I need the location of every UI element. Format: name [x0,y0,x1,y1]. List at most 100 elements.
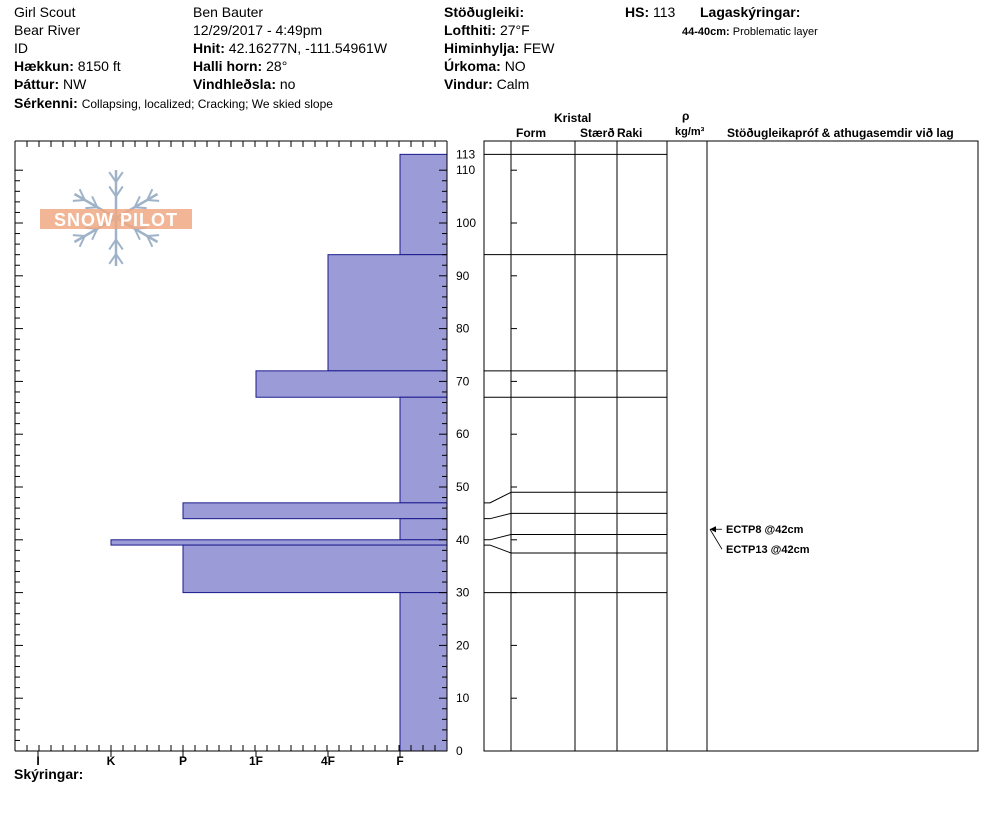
hardness-bar [327,254,448,372]
depth-tick-label: 113 [456,147,475,161]
snowflake-branch [85,206,98,210]
depth-tick-label: 110 [456,163,475,177]
features-label: Sérkenni: [14,95,78,111]
hardness-tick-label: 4F [321,754,335,768]
depth-tick-label: 70 [456,374,470,388]
depth-tick-label: 40 [456,533,470,547]
wind-value: Calm [496,76,530,92]
observer-name: Ben Bauter [193,4,264,20]
notes-label: Skýringar: [14,766,84,782]
snowflake-branch [147,234,160,237]
sky-label: Himinhylja: [444,40,520,56]
sky-row: Himinhylja: FEW [444,40,554,56]
hardness-tick-label: 1F [249,754,263,768]
layer-grid: ECTP8 @42cm ECTP13 @42cm [483,140,979,752]
snowflake-arm [115,216,159,244]
layer-boundary-connector [484,512,512,520]
snowflake-branch [146,235,154,248]
snowflake-branch [78,188,86,201]
snowflake-branch [108,253,117,265]
tests-header: Stöðugleikapróf & athugasemdir við lag [727,126,954,140]
features-value: Collapsing, localized; Cracking; We skie… [81,97,333,111]
size-header: Stærð [580,126,615,140]
elevation-label: Hækkun: [14,58,74,74]
state-name: ID [14,40,28,56]
snowflake-branch [133,195,141,208]
snowpilot-logo: SNOW PILOT [40,170,192,266]
snowflake-arm [115,192,159,220]
layer-note-row: 44-40cm: Problematic layer [682,24,818,40]
wind-loading-label: Vindhleðsla: [193,76,276,92]
area-name: Bear River [14,22,81,38]
moisture-header: Raki [617,126,643,140]
snowflake-branch [115,253,124,265]
hardness-bar [182,502,448,520]
hardness-bar [399,396,448,504]
test-pointer-arrow [710,526,716,533]
wind-loading-row: Vindhleðsla: no [193,76,295,92]
slope-value: 28° [266,58,288,74]
snowflake-branch [147,199,160,202]
stability-test-label: ECTP8 @42cm [726,524,804,536]
observation-datetime: 12/29/2017 - 4:49pm [193,22,323,38]
precip-label: Úrkoma: [444,58,501,74]
depth-tick-label: 50 [456,480,470,494]
layer-boundary-connector [484,491,512,504]
test-pointer [709,529,723,550]
aspect-value: NW [63,76,87,92]
form-header: Form [516,126,546,140]
snowflake-branch [91,228,99,241]
snowflake-branch [115,185,124,197]
elevation-value: 8150 ft [77,58,121,74]
hardness-tick-label: K [107,754,116,768]
stability-test-label: ECTP13 @42cm [726,544,810,556]
layer-notes-label: Lagaskýringar: [700,4,801,20]
coords-label: Hnit: [193,40,225,56]
hs-value: 113 [653,4,676,20]
sky-value: FEW [523,40,555,56]
snowflake-branch [78,235,86,248]
rho-header: ρ [682,109,690,123]
layer-note-range: 44-40cm: [682,26,730,38]
features-row: Sérkenni: Collapsing, localized; Crackin… [14,95,333,112]
hs-label: HS: [625,4,650,20]
snowflake-branch [85,226,98,230]
depth-tick-label: 80 [456,322,470,336]
air-temp-value: 27°F [499,22,530,38]
snowflake-branch [72,234,85,237]
coords-row: Hnit: 42.16277N, -111.54961W [193,40,387,56]
depth-tick-label: 0 [456,744,463,758]
depth-tick-label: 30 [456,586,470,600]
hardness-bar [110,539,448,546]
tests-grid-frame [706,140,979,752]
snowflake-branch [133,228,141,241]
elevation-row: Hækkun: 8150 ft [14,58,121,74]
depth-tick-label: 90 [456,269,470,283]
snowflake-branch [115,239,124,251]
depth-tick-label: 100 [456,216,476,230]
snowflake-branch [115,171,124,183]
hardness-bar [255,370,448,398]
hardness-bar [399,592,448,752]
layer-boundary-connector [484,534,512,541]
snowflake-branch [108,171,117,183]
logo-text: SNOW PILOT [54,210,178,230]
coords-value: 42.16277N, -111.54961W [228,40,388,56]
depth-tick-label: 20 [456,638,470,652]
hardness-bar [399,518,448,541]
snowflake-branch [108,185,117,197]
slope-label: Halli horn: [193,58,263,74]
logo-band [40,209,192,229]
wind-loading-value: no [279,76,296,92]
test-pointer-arrow [710,526,716,533]
precip-value: NO [504,58,526,74]
aspect-row: Þáttur: NW [14,76,86,92]
aspect-label: Þáttur: [14,76,60,92]
snowflake-branch [134,226,147,230]
depth-tick-label: 10 [456,691,470,705]
snowflake-branch [72,199,85,202]
hs-row: HS: 113 [625,4,675,20]
snowflake-branch [134,206,147,210]
hardness-bar [399,153,448,256]
